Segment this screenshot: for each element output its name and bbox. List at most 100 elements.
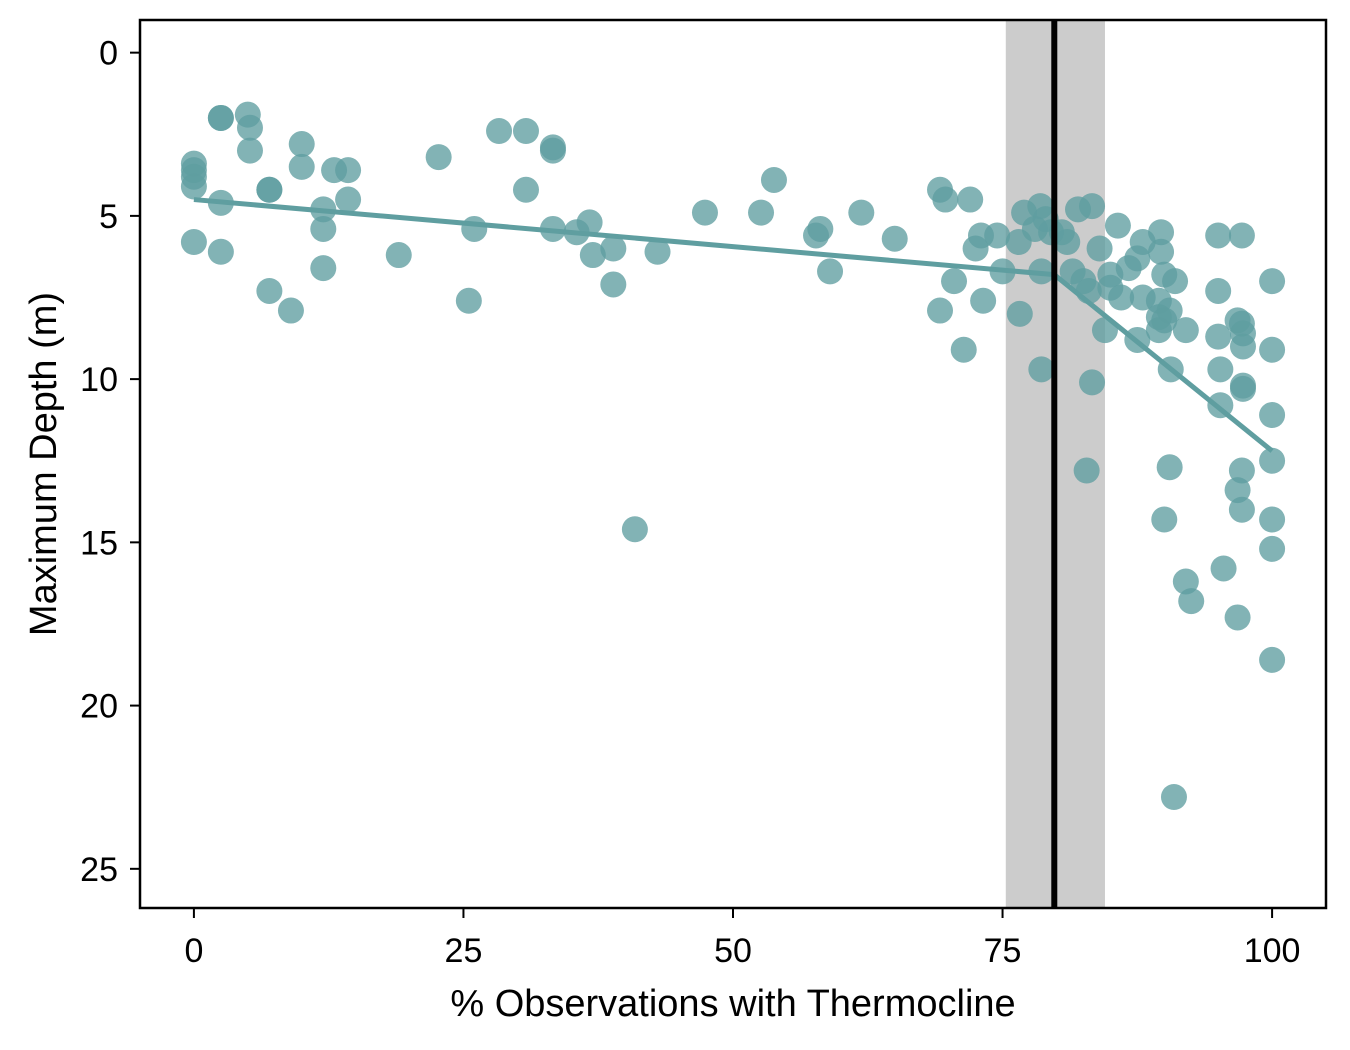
data-point [927, 297, 954, 324]
data-point [1028, 356, 1055, 383]
y-tick-label: 0 [99, 35, 118, 73]
data-point [512, 176, 539, 203]
data-point [236, 114, 263, 141]
data-point [277, 297, 304, 324]
data-point [1229, 333, 1256, 360]
data-point [576, 209, 603, 236]
data-point [1259, 336, 1286, 363]
data-point [941, 268, 968, 295]
data-point [425, 144, 452, 171]
data-point [1205, 277, 1232, 304]
y-tick-label: 20 [80, 688, 118, 726]
data-point [1156, 454, 1183, 481]
x-axis-title: % Observations with Thermocline [450, 983, 1015, 1025]
data-point [310, 196, 337, 223]
data-point [621, 516, 648, 543]
data-point [1075, 277, 1102, 304]
data-point [579, 242, 606, 269]
data-point [1259, 506, 1286, 533]
y-axis: 0 5 10 15 20 25 [80, 35, 140, 889]
x-tick-label: 0 [184, 932, 203, 970]
data-point [989, 258, 1016, 285]
data-point [455, 287, 482, 314]
data-point [1104, 212, 1131, 239]
data-point [385, 242, 412, 269]
data-point [970, 287, 997, 314]
plot-frame [138, 18, 1328, 910]
data-point [748, 199, 775, 226]
data-point [207, 104, 234, 131]
data-point [1073, 457, 1100, 484]
data-point [335, 186, 362, 213]
data-point [1148, 219, 1175, 246]
data-point [881, 225, 908, 252]
data-point [1148, 238, 1175, 265]
x-tick-label: 50 [714, 932, 752, 970]
data-point [1108, 284, 1135, 311]
data-point [1178, 588, 1205, 615]
data-point [1079, 369, 1106, 396]
data-point [288, 131, 315, 158]
data-point [957, 186, 984, 213]
data-point [1228, 222, 1255, 249]
data-point [1160, 784, 1187, 810]
data-point [950, 336, 977, 363]
data-point [256, 176, 283, 203]
data-point [512, 118, 539, 144]
data-point [1259, 535, 1286, 562]
data-point [236, 137, 263, 164]
x-tick-label: 75 [984, 932, 1022, 970]
y-tick-label: 15 [80, 524, 118, 562]
data-point [1086, 235, 1113, 262]
data-point [1259, 646, 1286, 673]
data-point [807, 215, 834, 242]
points-layer [180, 101, 1286, 810]
trend-segment-1 [193, 197, 1055, 278]
data-point [539, 137, 566, 164]
data-point [180, 173, 207, 200]
data-point [1151, 506, 1178, 533]
data-point [1210, 555, 1237, 582]
y-tick-label: 10 [80, 361, 118, 399]
data-point [1229, 375, 1256, 402]
x-tick-label: 100 [1244, 932, 1301, 970]
data-point [1259, 402, 1286, 429]
data-point [1157, 356, 1184, 383]
data-point [691, 199, 718, 226]
data-point [1172, 317, 1199, 344]
data-point [1079, 193, 1106, 220]
data-point [1172, 568, 1199, 595]
data-point [1124, 326, 1151, 353]
data-point [1228, 496, 1255, 523]
data-point [848, 199, 875, 226]
data-point [1006, 300, 1033, 327]
data-point [310, 255, 337, 282]
y-axis-title: Maximum Depth (m) [23, 292, 65, 636]
x-tick-label: 25 [445, 932, 483, 970]
data-point [1224, 604, 1251, 631]
data-point [760, 166, 787, 193]
data-point [1259, 447, 1286, 474]
data-point [310, 215, 337, 242]
data-point [1054, 229, 1081, 255]
data-point [461, 215, 488, 242]
data-point [486, 118, 513, 144]
x-axis: 0 25 50 75 100 [184, 908, 1300, 970]
data-point [600, 271, 627, 298]
y-tick-label: 25 [80, 851, 118, 889]
y-tick-label: 5 [99, 198, 118, 236]
data-point [1205, 323, 1232, 350]
data-point [600, 235, 627, 262]
data-point [1091, 317, 1118, 344]
data-point [1028, 258, 1055, 285]
data-point [288, 153, 315, 180]
data-point [335, 157, 362, 184]
data-point [207, 238, 234, 265]
data-point [256, 277, 283, 304]
data-point [1207, 356, 1234, 383]
data-point [1224, 477, 1251, 504]
data-point [539, 215, 566, 242]
data-point [207, 189, 234, 216]
data-point [1228, 457, 1255, 484]
data-point [1259, 268, 1286, 295]
